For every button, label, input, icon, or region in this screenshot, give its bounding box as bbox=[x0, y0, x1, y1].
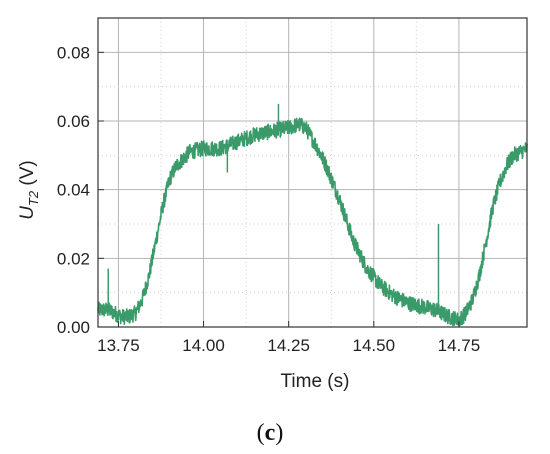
y-tick-label: 0.04 bbox=[57, 181, 90, 200]
grid-lines bbox=[98, 18, 527, 328]
y-tick-label: 0.08 bbox=[57, 43, 90, 62]
y-axis-title-unit: (V) bbox=[17, 160, 38, 191]
y-tick-label: 0.00 bbox=[57, 318, 90, 337]
plot-frame bbox=[97, 17, 528, 328]
x-tick-labels: 13.75 14.00 14.25 14.50 14.75 bbox=[97, 336, 480, 355]
x-tick-label: 13.75 bbox=[97, 336, 140, 355]
x-tick-label: 14.25 bbox=[267, 336, 310, 355]
series-group bbox=[97, 103, 528, 327]
y-tick-label: 0.02 bbox=[57, 249, 90, 268]
y-tick-labels: 0.00 0.02 0.04 0.06 0.08 bbox=[57, 43, 90, 337]
x-tick-label: 14.50 bbox=[353, 336, 396, 355]
x-tick-label: 14.75 bbox=[438, 336, 481, 355]
x-tick-label: 14.00 bbox=[182, 336, 225, 355]
y-axis-title-main: U bbox=[17, 206, 38, 220]
tick-marks bbox=[98, 51, 460, 328]
panel-label-letter: c bbox=[265, 420, 276, 446]
x-axis-title: Time (s) bbox=[281, 371, 350, 392]
signal-line bbox=[97, 117, 528, 327]
panel-label-close: ) bbox=[275, 420, 283, 446]
panel-label: (c) bbox=[257, 420, 284, 446]
y-tick-label: 0.06 bbox=[57, 112, 90, 131]
y-axis-title: UT2 (V) bbox=[17, 160, 41, 220]
panel-label-open: ( bbox=[257, 420, 265, 446]
y-axis-title-sub: T2 bbox=[26, 190, 41, 206]
